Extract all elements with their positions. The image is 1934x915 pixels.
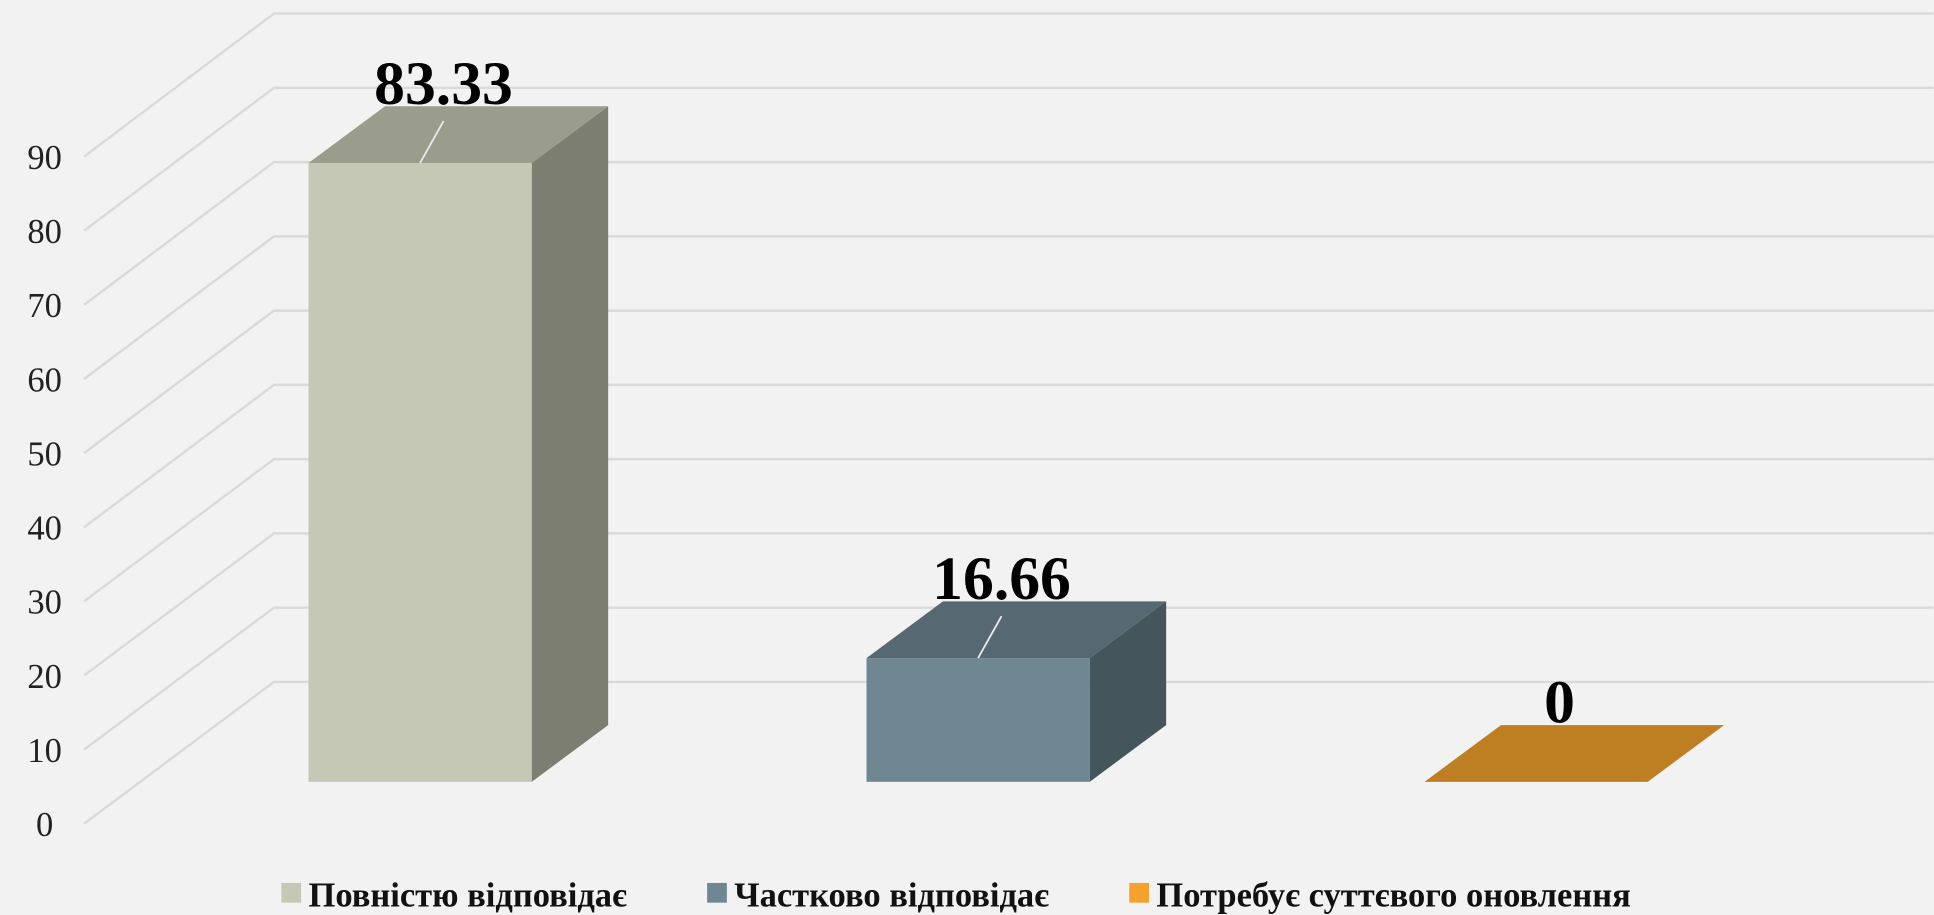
grid-line <box>83 383 1934 529</box>
data-label: 16.66 <box>932 545 1071 613</box>
y-tick-label: 50 <box>27 435 62 473</box>
y-tick-label: 70 <box>27 287 62 325</box>
bar-front <box>866 658 1090 782</box>
legend-label: Повністю відповідає <box>308 876 627 914</box>
bar-side <box>531 106 609 782</box>
grid-line <box>83 309 1934 455</box>
legend-label: Частково відповідає <box>734 876 1049 914</box>
y-tick-label: 0 <box>36 806 53 844</box>
grid-line <box>83 235 1934 380</box>
y-tick-label: 30 <box>27 584 62 622</box>
bar-front <box>308 162 532 782</box>
data-label: 0 <box>1544 669 1575 737</box>
y-tick-label: 90 <box>27 139 62 177</box>
grid-line <box>83 606 1934 751</box>
legend-swatch <box>1129 882 1149 903</box>
y-tick-label: 80 <box>27 213 62 251</box>
bar-top <box>1424 725 1725 782</box>
data-label: 83.33 <box>374 50 513 118</box>
y-tick-label: 40 <box>27 510 62 548</box>
y-tick-label: 10 <box>27 732 62 770</box>
y-tick-label: 60 <box>27 361 62 399</box>
grid-line <box>83 680 1934 825</box>
grid-line <box>83 86 1934 232</box>
bar-top <box>866 601 1167 659</box>
legend-label: Потребує суттєвого оновлення <box>1156 876 1630 914</box>
bar-top <box>308 106 609 163</box>
label-leader <box>419 120 445 164</box>
legend-swatch <box>707 882 727 903</box>
grid-line <box>83 457 1934 603</box>
grid-line <box>83 532 1934 677</box>
grid-line <box>83 12 1934 158</box>
label-leader <box>977 615 1003 659</box>
y-tick-label: 20 <box>27 658 62 696</box>
legend-swatch <box>281 882 302 903</box>
bar-side <box>1089 601 1167 782</box>
grid-line <box>83 160 1934 306</box>
